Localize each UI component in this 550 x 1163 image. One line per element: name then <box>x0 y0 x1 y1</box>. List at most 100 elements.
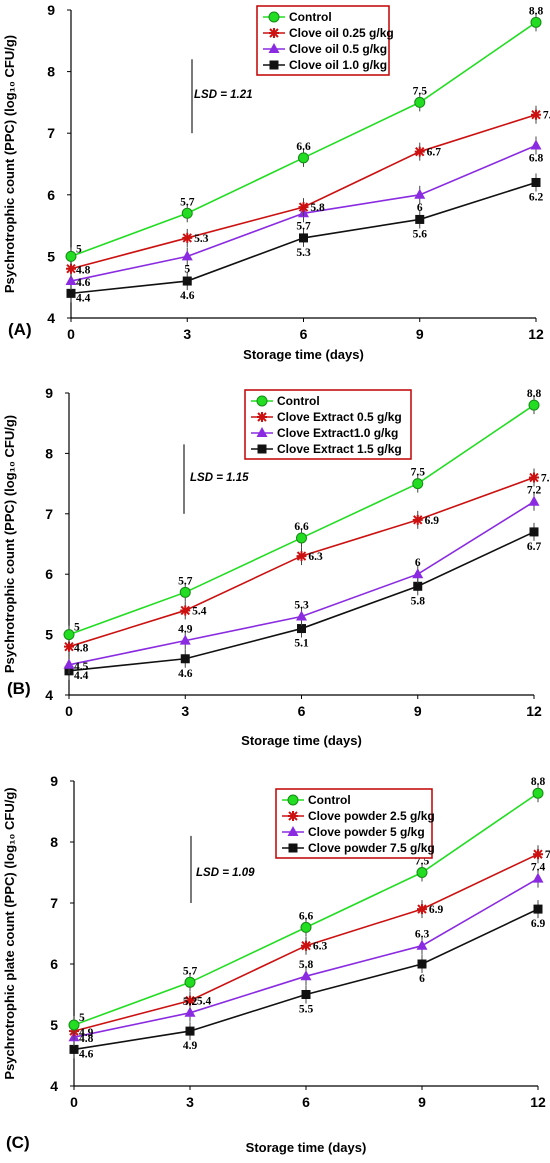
data-label: 5.3 <box>294 599 309 611</box>
legend-marker <box>257 412 267 422</box>
x-axis-title: Storage time (days) <box>243 347 364 362</box>
data-label: 4.8 <box>74 643 89 655</box>
lsd-label: LSD = 1.21 <box>194 89 253 101</box>
data-point <box>300 970 312 981</box>
data-point <box>415 214 425 224</box>
y-tick-label: 4 <box>47 310 55 326</box>
data-label: 4.6 <box>79 1048 94 1060</box>
data-point <box>416 939 428 950</box>
data-label: 7.6 <box>541 473 550 485</box>
data-point <box>298 202 309 213</box>
data-label: 5.8 <box>299 959 314 971</box>
lsd-label: LSD = 1.15 <box>190 472 249 484</box>
x-tick-label: 6 <box>298 703 306 719</box>
data-label: 5.7 <box>183 965 198 977</box>
data-point <box>529 472 539 483</box>
data-point <box>417 959 427 969</box>
data-point <box>298 152 309 164</box>
legend-entry: Clove Extract 0.5 g/kg <box>277 410 402 424</box>
data-label: 5 <box>79 1012 85 1024</box>
data-point <box>296 551 307 562</box>
x-tick-label: 12 <box>526 703 542 719</box>
panel-label: (B) <box>7 679 31 698</box>
data-point <box>530 16 542 28</box>
data-label: 5.4 <box>192 605 207 617</box>
data-label: 5.8 <box>411 595 426 607</box>
series-4 <box>69 900 543 1059</box>
data-point <box>180 605 191 616</box>
data-label: 5 <box>74 622 80 634</box>
data-point <box>417 904 427 915</box>
y-tick-label: 5 <box>45 627 53 643</box>
data-point <box>413 581 423 591</box>
x-tick-label: 3 <box>183 326 191 342</box>
x-tick-label: 3 <box>186 1094 194 1110</box>
legend-marker <box>288 843 298 853</box>
data-label: 6.3 <box>308 551 323 563</box>
data-label: 5.1 <box>294 638 309 650</box>
x-tick-label: 6 <box>300 326 308 342</box>
y-tick-label: 6 <box>47 187 55 203</box>
legend: Control Clove powder 2.5 g/kg Clove powder… <box>275 788 435 859</box>
data-point <box>532 872 544 883</box>
data-point <box>533 849 543 860</box>
data-point <box>64 641 74 652</box>
data-point <box>296 532 307 544</box>
data-label: 8.8 <box>531 776 546 788</box>
data-point <box>299 233 308 243</box>
data-label: 7.5 <box>411 467 426 479</box>
x-tick-label: 3 <box>181 703 189 719</box>
y-axis-title: Psychrotrophic plate count (PPC) (log₁₀ … <box>2 787 17 1079</box>
x-tick-label: 0 <box>65 703 73 719</box>
series-1 <box>65 13 542 266</box>
data-label: 6.6 <box>296 141 311 153</box>
data-label: 7.2 <box>527 485 542 497</box>
x-tick-label: 9 <box>416 326 424 342</box>
x-tick-label: 9 <box>414 703 422 719</box>
y-tick-label: 8 <box>50 834 58 850</box>
data-label: 7.5 <box>413 85 428 97</box>
data-label: 6.2 <box>529 191 544 203</box>
chart-panel-1: 4 5 6 7 8 9 0 3 6 9 12 Storage time (days) Psychrotr… <box>2 2 550 362</box>
x-tick-label: 0 <box>67 326 75 342</box>
data-point <box>301 940 311 951</box>
panel-label: (A) <box>8 320 32 339</box>
data-point <box>66 288 76 298</box>
data-point <box>528 399 540 411</box>
data-label: 6.9 <box>429 904 444 916</box>
data-label: 5.4 <box>197 996 212 1008</box>
legend-marker <box>287 826 299 836</box>
legend-entry: Control <box>308 793 351 807</box>
data-point <box>531 177 541 187</box>
data-point <box>531 109 541 120</box>
y-tick-label: 8 <box>45 445 53 461</box>
y-tick-label: 9 <box>47 2 55 18</box>
data-point <box>182 232 193 243</box>
data-label: 6.7 <box>527 541 542 553</box>
legend-entry: Control <box>277 394 320 408</box>
data-label: 4.5 <box>74 661 89 673</box>
data-label: 4.9 <box>79 1027 94 1039</box>
data-point <box>414 146 425 157</box>
data-label: 6.8 <box>529 153 544 165</box>
data-point <box>179 586 191 598</box>
data-point <box>532 787 544 799</box>
data-label: 5.6 <box>413 228 428 240</box>
legend-marker <box>269 60 279 70</box>
data-point <box>412 514 423 525</box>
legend-entry: Clove oil 1.0 g/kg <box>289 58 387 72</box>
legend: Control Clove Extract 0.5 g/kg Clove Extra… <box>244 389 412 460</box>
x-axis-title: Storage time (days) <box>241 733 362 748</box>
series-2 <box>66 105 541 278</box>
data-point <box>185 995 195 1006</box>
data-label: 4.9 <box>178 624 193 636</box>
data-point <box>180 654 190 664</box>
data-label: 4.6 <box>178 668 193 680</box>
series-1 <box>63 396 540 644</box>
x-tick-label: 12 <box>528 326 544 342</box>
data-point <box>68 1019 80 1031</box>
data-label: 4.8 <box>76 265 91 277</box>
data-label: 5.7 <box>180 196 195 208</box>
legend-entry: Clove oil 0.25 g/kg <box>289 26 394 40</box>
data-point <box>300 921 312 933</box>
